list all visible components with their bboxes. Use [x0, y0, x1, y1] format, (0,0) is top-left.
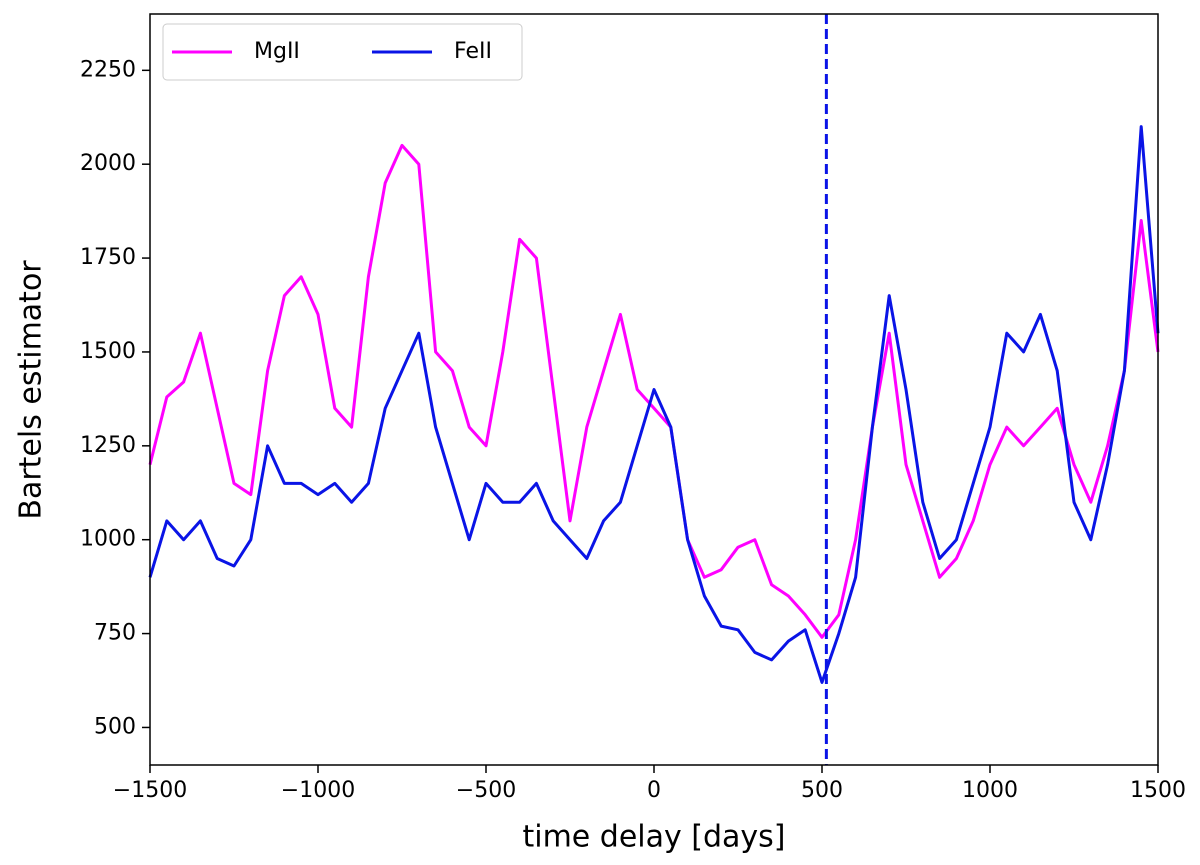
x-tick-label: 500: [801, 778, 843, 803]
legend-label: FeII: [454, 39, 492, 64]
plot-frame: [149, 13, 1159, 766]
y-tick-label: 1750: [80, 245, 136, 270]
y-tick-label: 2000: [80, 151, 136, 176]
legend-label: MgII: [254, 39, 300, 64]
x-tick-label: −500: [456, 778, 516, 803]
y-tick-label: 1250: [80, 433, 136, 458]
y-tick-label: 2250: [80, 57, 136, 82]
x-tick-label: 1500: [1130, 778, 1186, 803]
x-tick-label: 0: [647, 778, 661, 803]
x-tick-label: 1000: [962, 778, 1018, 803]
y-axis-label: Bartels estimator: [14, 260, 49, 520]
y-tick-label: 1000: [80, 527, 136, 552]
data-line: [148, 125, 1160, 684]
x-tick-label: −1000: [281, 778, 355, 803]
data-line: [148, 143, 1160, 639]
y-tick-label: 500: [94, 714, 136, 739]
x-axis-label: time delay [days]: [522, 820, 785, 855]
y-tick-label: 750: [94, 621, 136, 646]
y-tick-label: 1500: [80, 339, 136, 364]
x-tick-label: −1500: [113, 778, 187, 803]
legend-box: [162, 23, 523, 81]
